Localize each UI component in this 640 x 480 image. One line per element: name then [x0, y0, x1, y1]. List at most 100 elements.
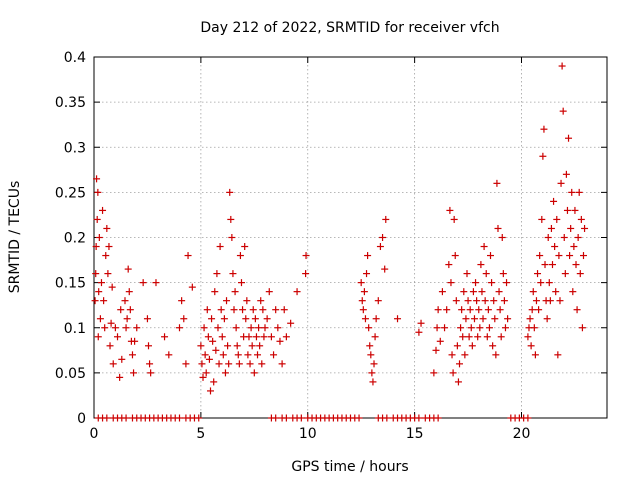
- data-point: [302, 270, 310, 278]
- data-point: [579, 252, 587, 260]
- data-point: [287, 319, 295, 327]
- data-point: [233, 342, 241, 350]
- data-point: [248, 342, 256, 350]
- data-point-zero: [524, 414, 532, 422]
- data-point-zero: [103, 414, 111, 422]
- x-tick-label: 15: [406, 426, 424, 442]
- data-point: [547, 224, 555, 232]
- data-point: [531, 351, 539, 359]
- data-point: [180, 315, 188, 323]
- data-point: [131, 337, 139, 345]
- data-point: [446, 206, 454, 214]
- data-point: [366, 342, 374, 350]
- data-point: [491, 315, 499, 323]
- data-point-zero: [195, 414, 203, 422]
- data-point: [493, 179, 501, 187]
- data-point: [581, 224, 589, 232]
- data-point: [557, 179, 565, 187]
- data-point: [484, 306, 492, 314]
- data-point: [524, 333, 532, 341]
- data-point: [465, 333, 473, 341]
- data-point: [450, 215, 458, 223]
- data-point: [94, 333, 102, 341]
- data-point: [382, 215, 390, 223]
- data-point: [202, 369, 210, 377]
- data-point: [214, 324, 222, 332]
- data-point: [95, 234, 103, 241]
- data-point: [94, 188, 102, 196]
- data-point: [360, 288, 368, 296]
- data-point: [449, 369, 457, 377]
- data-point: [182, 360, 190, 368]
- data-point: [251, 315, 259, 323]
- data-point: [574, 234, 582, 241]
- data-point: [555, 252, 563, 260]
- data-point: [216, 243, 224, 251]
- data-point: [231, 288, 239, 296]
- x-tick-label: 20: [513, 426, 531, 442]
- data-point: [495, 288, 503, 296]
- data-point: [453, 342, 461, 350]
- data-point: [365, 324, 373, 332]
- data-point: [473, 297, 481, 305]
- data-point: [460, 288, 468, 296]
- data-point: [258, 360, 266, 368]
- data-point: [558, 62, 566, 70]
- data-point: [358, 297, 366, 305]
- data-point: [102, 252, 110, 260]
- data-point: [105, 243, 113, 251]
- data-point: [488, 279, 496, 287]
- y-tick-label: 0.3: [64, 140, 86, 156]
- data-point: [254, 351, 262, 359]
- data-point: [228, 234, 236, 241]
- data-point: [458, 306, 466, 314]
- data-point: [282, 333, 290, 341]
- data-point: [578, 324, 586, 332]
- data-point: [265, 288, 273, 296]
- data-point: [537, 279, 545, 287]
- y-tick-label: 0.1: [64, 321, 86, 337]
- data-point: [475, 306, 483, 314]
- data-point: [436, 337, 444, 345]
- data-point: [497, 333, 505, 341]
- data-point: [464, 297, 472, 305]
- data-point: [243, 297, 251, 305]
- data-point: [139, 279, 147, 287]
- data-point: [230, 306, 238, 314]
- data-point: [540, 125, 548, 133]
- data-point: [363, 270, 371, 278]
- data-point: [209, 337, 217, 345]
- data-point: [204, 333, 212, 341]
- data-point: [203, 306, 211, 314]
- data-point: [274, 324, 282, 332]
- data-point: [457, 324, 465, 332]
- data-point: [532, 297, 540, 305]
- data-point: [541, 261, 549, 269]
- data-point: [108, 283, 116, 291]
- data-point-zero: [383, 414, 391, 422]
- data-point: [571, 206, 579, 214]
- data-point: [130, 369, 138, 377]
- data-point: [466, 306, 474, 314]
- data-point: [252, 333, 260, 341]
- data-point: [92, 243, 100, 251]
- data-point: [539, 152, 547, 160]
- data-point: [244, 351, 252, 359]
- data-point: [126, 306, 134, 314]
- data-point: [239, 306, 247, 314]
- y-tick-label: 0.4: [64, 50, 86, 66]
- y-tick-label: 0.05: [55, 366, 86, 382]
- data-point: [448, 351, 456, 359]
- data-point: [212, 346, 220, 354]
- data-point: [476, 324, 484, 332]
- data-point: [461, 351, 469, 359]
- data-point: [467, 324, 475, 332]
- data-point: [359, 306, 367, 314]
- data-point: [205, 355, 213, 363]
- data-point: [221, 369, 229, 377]
- data-point: [256, 342, 264, 350]
- data-point: [526, 315, 534, 323]
- data-point: [93, 215, 101, 223]
- data-point: [567, 224, 575, 232]
